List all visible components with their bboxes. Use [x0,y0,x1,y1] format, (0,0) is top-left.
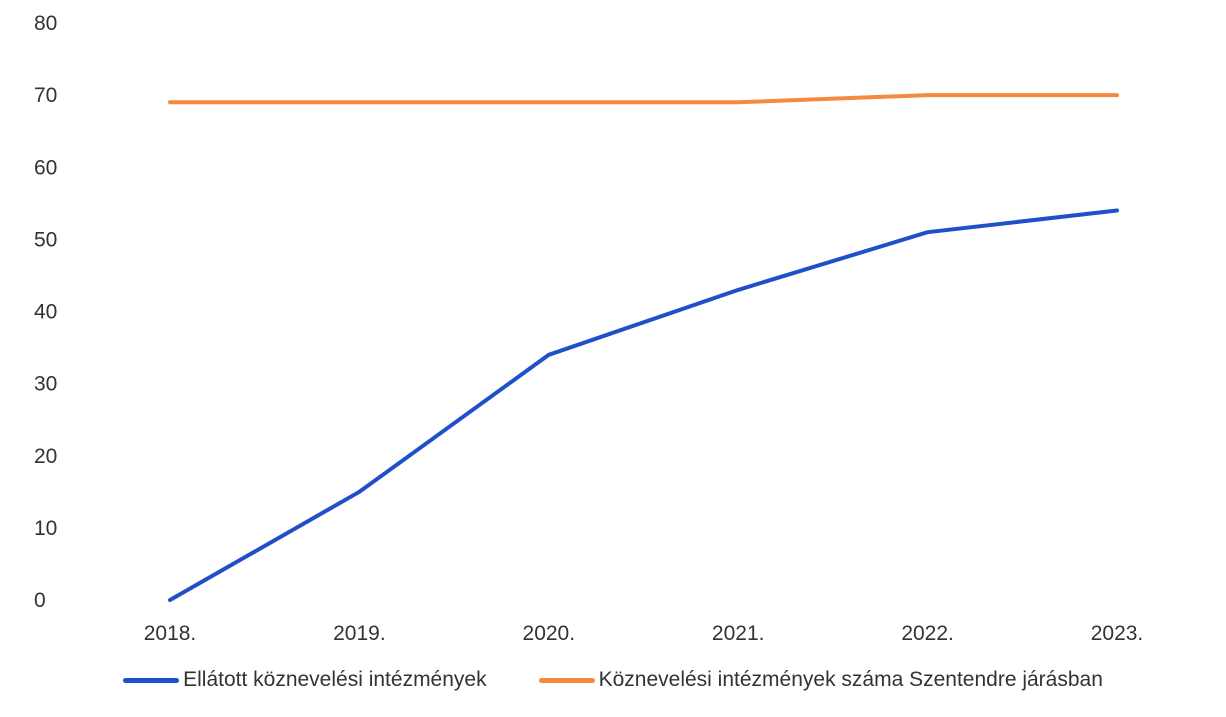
x-tick-label: 2021. [712,622,765,645]
y-tick-label: 50 [34,228,57,251]
series-line-1 [168,93,1119,105]
y-tick-label: 70 [34,84,57,107]
x-tick-label: 2019. [333,622,386,645]
y-tick-label: 10 [34,517,57,540]
x-tick-label: 2018. [144,622,197,645]
legend-item-ellatott: Ellátott köznevelési intézmények [123,668,487,692]
series-line-0 [168,208,1119,602]
legend-swatch-szentendre [538,677,595,683]
y-tick-label: 60 [34,156,57,179]
legend-label-ellatott: Ellátott köznevelési intézmények [183,668,487,691]
series-lines [168,93,1119,602]
y-tick-label: 80 [34,12,57,35]
x-tick-label: 2022. [901,622,954,645]
y-tick-label: 0 [34,589,46,612]
x-tick-label: 2023. [1091,622,1144,645]
chart-legend: Ellátott köznevelési intézmények Közneve… [0,668,1226,692]
legend-item-szentendre: Köznevelési intézmények száma Szentendre… [538,668,1103,692]
legend-swatch-ellatott [123,677,180,683]
y-tick-label: 40 [34,301,57,324]
y-tick-label: 30 [34,373,57,396]
x-tick-label: 2020. [523,622,576,645]
legend-label-szentendre: Köznevelési intézmények száma Szentendre… [598,668,1103,691]
y-tick-label: 20 [34,445,57,468]
y-axis-tick-labels: 0 10 20 30 40 50 60 70 80 [34,12,57,612]
x-axis-tick-labels: 2018. 2019. 2020. 2021. 2022. 2023. [144,622,1144,645]
